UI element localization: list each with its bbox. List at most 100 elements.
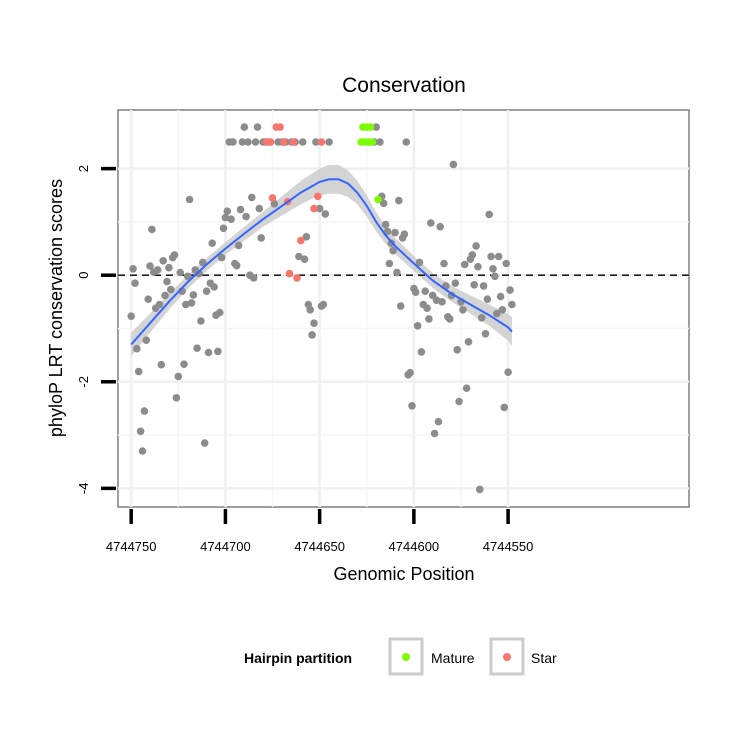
data-point	[476, 485, 484, 494]
data-point	[321, 210, 330, 218]
data-point	[140, 407, 149, 415]
y-tick-label: 2	[76, 165, 91, 172]
confidence-band	[131, 164, 512, 357]
x-tick-label: 4744750	[106, 539, 157, 554]
data-point	[131, 279, 139, 288]
data-point	[413, 322, 422, 330]
data-point	[310, 319, 318, 328]
data-point	[389, 246, 397, 255]
data-point	[470, 281, 479, 289]
data-point	[240, 123, 249, 131]
data-point	[146, 262, 154, 270]
confidence-ribbon	[131, 164, 512, 357]
data-point	[415, 258, 424, 267]
data-point	[219, 224, 228, 233]
data-point	[216, 308, 224, 317]
data-point	[236, 205, 245, 214]
data-point	[133, 344, 141, 353]
data-point	[430, 429, 439, 438]
data-point	[489, 265, 497, 273]
data-point	[193, 344, 201, 353]
data-point	[421, 287, 430, 296]
data-point	[251, 138, 260, 146]
data-point	[485, 210, 494, 219]
data-point	[423, 304, 431, 313]
data-point	[208, 239, 216, 247]
data-point	[142, 336, 151, 345]
data-point	[257, 234, 266, 242]
data-point	[483, 295, 492, 304]
data-point	[411, 288, 420, 297]
data-point	[129, 265, 137, 273]
data-point	[174, 372, 183, 381]
data-point	[479, 282, 488, 290]
data-point	[210, 283, 218, 291]
data-point	[462, 384, 471, 393]
data-point	[144, 295, 152, 304]
star-point	[276, 123, 284, 131]
grid-lines	[118, 110, 689, 507]
data-point	[306, 306, 315, 314]
data-point	[153, 266, 162, 274]
data-point	[308, 331, 316, 339]
y-axis: 2 0 -2 -4	[76, 165, 116, 494]
data-point	[312, 138, 320, 146]
data-point	[500, 403, 509, 412]
data-point	[214, 347, 222, 356]
data-point	[393, 268, 401, 277]
legend-swatch-mature	[402, 653, 410, 661]
data-point	[477, 314, 486, 322]
data-points	[127, 123, 516, 494]
data-point	[199, 258, 207, 267]
x-tick-label: 4744700	[200, 539, 251, 554]
data-point	[163, 277, 171, 286]
data-point	[508, 300, 516, 309]
x-axis: 4744750 4744700 4744650 4744600 4744550	[106, 509, 533, 554]
data-point	[504, 368, 512, 377]
data-point	[238, 138, 247, 146]
data-point	[176, 268, 184, 277]
data-point	[229, 138, 237, 146]
data-point	[148, 225, 156, 234]
data-point	[460, 260, 469, 269]
x-tick-label: 4744600	[389, 539, 440, 554]
data-point	[302, 233, 311, 241]
data-point	[385, 259, 394, 268]
data-point	[249, 274, 258, 282]
data-point	[436, 222, 445, 231]
data-point	[481, 330, 490, 338]
data-point	[300, 255, 309, 263]
data-point	[187, 299, 196, 307]
y-axis-title: phyloP LRT conservation scores	[46, 179, 66, 437]
data-point	[502, 259, 511, 268]
star-point	[314, 192, 322, 201]
data-point	[396, 302, 405, 310]
star-point	[293, 274, 301, 282]
data-point	[217, 253, 226, 262]
data-point	[244, 138, 252, 146]
data-point	[472, 242, 480, 250]
data-point	[189, 291, 198, 299]
data-point	[372, 123, 381, 131]
data-point	[494, 252, 503, 261]
data-point	[221, 213, 230, 222]
data-point	[200, 439, 209, 447]
data-point	[204, 348, 213, 357]
y-tick-label: 0	[76, 272, 91, 279]
data-point	[434, 417, 443, 426]
data-point	[395, 196, 403, 205]
data-point	[136, 427, 145, 436]
data-point	[445, 315, 454, 323]
data-point	[506, 286, 514, 294]
y-tick-label: -4	[76, 483, 91, 495]
data-point	[468, 251, 477, 259]
data-point	[167, 285, 175, 294]
mature-point	[366, 123, 375, 131]
data-point	[232, 261, 241, 270]
data-point	[183, 272, 192, 281]
data-point	[402, 138, 411, 146]
data-point	[383, 227, 392, 236]
y-tick-label: -2	[76, 376, 91, 388]
data-point	[227, 215, 235, 223]
